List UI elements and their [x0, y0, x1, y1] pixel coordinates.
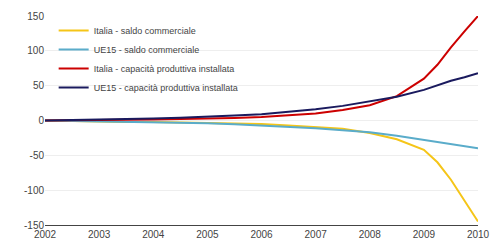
svg-text:0: 0	[38, 115, 44, 126]
svg-text:-100: -100	[24, 185, 44, 196]
svg-text:2008: 2008	[359, 229, 382, 240]
svg-text:2010: 2010	[467, 229, 490, 240]
svg-text:2009: 2009	[413, 229, 436, 240]
svg-text:2006: 2006	[250, 229, 273, 240]
svg-text:Italia - saldo commerciale: Italia - saldo commerciale	[94, 26, 196, 36]
svg-text:2003: 2003	[88, 229, 111, 240]
svg-text:150: 150	[27, 11, 44, 22]
svg-text:2002: 2002	[34, 229, 57, 240]
svg-text:UE15 - saldo commerciale: UE15 - saldo commerciale	[94, 45, 200, 55]
svg-text:50: 50	[33, 80, 45, 91]
svg-text:-50: -50	[30, 150, 45, 161]
svg-text:2007: 2007	[305, 229, 328, 240]
svg-text:-150: -150	[24, 220, 44, 231]
svg-text:UE15 - capacità produttiva ins: UE15 - capacità produttiva installata	[94, 83, 238, 93]
svg-text:2004: 2004	[142, 229, 165, 240]
svg-text:2005: 2005	[196, 229, 219, 240]
svg-text:100: 100	[27, 45, 44, 56]
svg-text:Italia - capacità produttiva i: Italia - capacità produttiva installata	[94, 64, 235, 74]
